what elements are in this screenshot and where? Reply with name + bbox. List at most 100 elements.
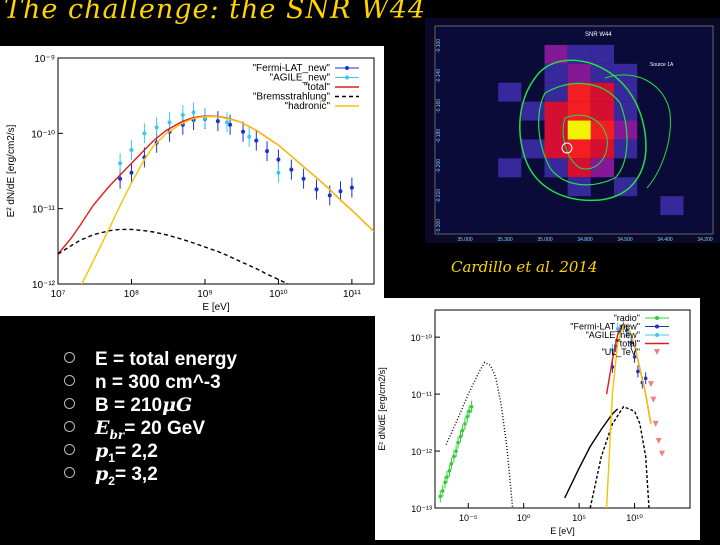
data-point — [289, 167, 294, 172]
data-point — [629, 340, 634, 345]
x-tick-label: 10⁸ — [124, 289, 139, 300]
map-pixel — [590, 139, 614, 159]
series-line — [589, 405, 650, 508]
map-pixel — [567, 177, 591, 197]
y-tick-label: 10⁻¹⁰ — [411, 333, 433, 343]
data-point — [469, 404, 474, 409]
map-pixel — [544, 101, 568, 121]
map-y-tick-label: -0.140 — [436, 69, 442, 83]
map-y-tick-label: -0.180 — [436, 129, 442, 143]
citation: Cardillo et al. 2014 — [451, 258, 598, 276]
map-pixel — [567, 120, 591, 140]
x-tick-label: 10¹⁰ — [269, 289, 287, 300]
sed-chart-panel: 10⁷ 10⁸ 10⁹ 10¹⁰ 10¹¹ 10⁻¹² 10⁻¹¹ 10⁻¹⁰ 10⁻⁹ E [e… — [0, 46, 384, 316]
skymap: SNR W44 Source 1A 35.000 35.300 35.000 34.800… — [434, 25, 714, 243]
sed-chart: 10⁷ 10⁸ 10⁹ 10¹⁰ 10¹¹ 10⁻¹² 10⁻¹¹ 10⁻¹⁰ 10⁻⁹ E [e… — [6, 54, 375, 313]
param-energy: E = total energy — [64, 348, 237, 371]
map-pixel — [544, 158, 568, 178]
contour-line — [562, 114, 608, 170]
legend-swatch-dot — [345, 66, 349, 70]
param-index-1: p1= 2,2 — [64, 440, 237, 465]
map-x-tick-label: 35.300 — [497, 237, 513, 243]
data-point — [154, 125, 159, 130]
data-point — [276, 170, 281, 175]
bullet-icon — [64, 398, 75, 410]
upper-limit-point — [652, 420, 659, 427]
param-symbol: p — [95, 440, 109, 462]
legend-swatch-dot — [655, 316, 659, 320]
map-annotation: Source 1A — [650, 62, 674, 68]
data-point — [465, 414, 469, 419]
param-text: n = 300 cm^-3 — [95, 372, 221, 393]
legend-swatch-dot — [655, 333, 659, 337]
upper-limit-point — [659, 450, 666, 457]
map-x-tick-label: 35.000 — [457, 237, 473, 243]
data-point — [643, 376, 648, 381]
y-tick-label: 10⁻¹¹ — [32, 205, 56, 216]
data-point — [167, 120, 172, 125]
map-pixel — [544, 82, 568, 102]
broadband-sed-panel: 10⁻⁵ 10⁰ 10⁵ 10¹⁰ 10⁻¹³ 10⁻¹² 10⁻¹¹ 10⁻¹⁰ E [eV]… — [375, 298, 700, 540]
map-title: SNR W44 — [585, 32, 612, 38]
upper-limit-point — [650, 396, 657, 403]
data-point — [191, 110, 196, 115]
param-subscript: br — [109, 427, 125, 442]
param-symbol: μG — [162, 394, 193, 416]
data-point — [636, 369, 640, 374]
map-pixel — [567, 44, 591, 64]
bullet-icon — [64, 467, 75, 479]
data-point — [349, 185, 354, 190]
map-y-tick-label: -0.210 — [436, 189, 442, 203]
x-tick-label: 10⁵ — [572, 513, 586, 523]
broadband-sed-chart: 10⁻⁵ 10⁰ 10⁵ 10¹⁰ 10⁻¹³ 10⁻¹² 10⁻¹¹ 10⁻¹⁰ E [eV]… — [377, 309, 691, 536]
param-subscript: 1 — [108, 450, 115, 465]
y-tick-label: 10⁻¹² — [411, 447, 432, 457]
param-subscript: 2 — [108, 473, 115, 488]
param-text: = 20 GeV — [124, 418, 206, 439]
slide-title: The challenge: the SNR W44 — [4, 0, 427, 25]
map-y-tick-label: -0.160 — [436, 99, 442, 113]
map-pixel — [521, 139, 545, 159]
y-axis-label: E² dN/dE [erg/cm2/s] — [377, 367, 387, 451]
plot-area — [58, 102, 374, 284]
x-tick-label: 10⁻⁵ — [459, 513, 478, 523]
data-point — [301, 176, 306, 181]
x-tick-label: 10¹⁰ — [626, 513, 643, 523]
data-point — [445, 475, 449, 479]
upper-limit-point — [647, 381, 654, 388]
x-axis-label: E [eV] — [550, 526, 575, 536]
legend-label: "total" — [304, 82, 330, 93]
data-point — [452, 454, 456, 459]
param-field: B = 210μG — [64, 394, 237, 417]
data-point — [265, 149, 270, 154]
x-tick-label: 10⁷ — [51, 289, 66, 300]
map-pixel — [544, 44, 568, 64]
legend-label: "total" — [617, 339, 640, 349]
contour-line — [538, 82, 628, 186]
map-pixel — [590, 158, 614, 178]
map-x-tick-label: 34.400 — [657, 237, 673, 243]
data-point — [118, 161, 123, 166]
plot-frame — [434, 309, 691, 509]
contour-line — [604, 74, 671, 189]
x-tick-label: 10⁰ — [517, 513, 531, 523]
source-marker — [561, 142, 573, 154]
map-y-tick-label: -0.200 — [436, 159, 442, 173]
x-tick-label: 10⁹ — [197, 289, 212, 300]
y-tick-label: 10⁻¹³ — [411, 504, 432, 514]
map-y-tick-label: -0.300 — [436, 219, 442, 233]
map-pixel — [498, 158, 522, 178]
map-pixel — [590, 120, 614, 140]
map-x-tick-label: 34.200 — [697, 237, 713, 243]
series-line — [81, 115, 374, 284]
series-line — [605, 323, 652, 508]
data-point — [215, 119, 220, 124]
map-pixel — [567, 101, 591, 121]
legend-label: "AGILE_new" — [270, 73, 331, 84]
y-tick-label: 10⁻⁹ — [34, 54, 55, 65]
legend-label: "hadronic" — [285, 101, 331, 112]
map-pixel — [498, 82, 522, 102]
series-line — [58, 228, 290, 284]
map-y-tick-label: -0.100 — [436, 39, 442, 53]
data-point — [610, 348, 615, 352]
